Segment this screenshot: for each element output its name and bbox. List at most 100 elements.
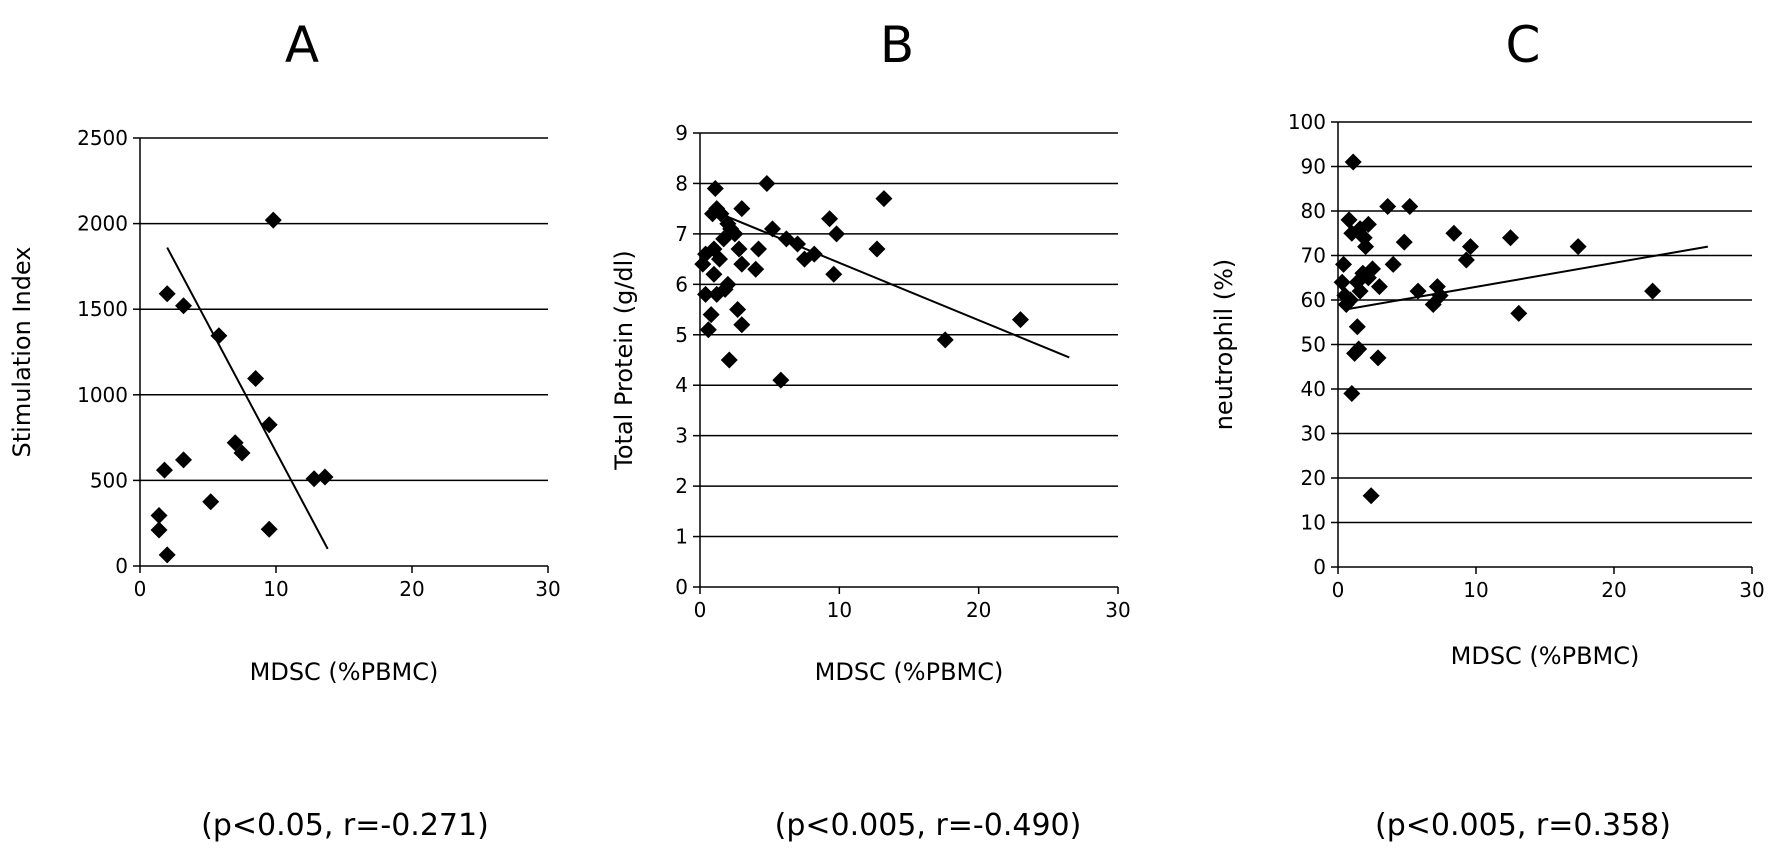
chart-panel-a: A 0 500 1000 1500 2000 2500 0 10 20 30 MDSC (%PBMC)… <box>8 16 561 843</box>
data-point <box>305 470 323 488</box>
x-tick-label: 30 <box>1105 598 1130 622</box>
data-point <box>158 285 176 303</box>
data-point <box>1401 198 1419 216</box>
stat-annotation: (p<0.005, r=-0.490) <box>775 808 1082 843</box>
data-point <box>706 179 724 197</box>
data-point <box>150 506 168 524</box>
x-tick-label: 10 <box>1463 578 1488 602</box>
data-point <box>150 521 168 539</box>
data-point <box>1370 278 1388 296</box>
data-point <box>705 265 723 283</box>
data-point <box>247 370 265 388</box>
y-tick-label: 10 <box>1301 511 1326 535</box>
data-point <box>1011 311 1029 329</box>
data-point <box>699 321 717 339</box>
x-tick-label: 30 <box>535 577 560 601</box>
data-point <box>758 174 776 192</box>
data-point <box>694 255 712 273</box>
data-point <box>1457 251 1475 269</box>
data-point <box>1357 238 1375 256</box>
data-point <box>1348 318 1366 336</box>
data-point <box>697 245 715 263</box>
y-axis-label: neutrophil (%) <box>1210 259 1238 431</box>
y-tick-label: 8 <box>675 171 688 195</box>
data-point <box>1369 349 1387 367</box>
data-point <box>1424 295 1442 313</box>
y-tick-label: 2000 <box>77 212 128 236</box>
data-point <box>210 327 228 345</box>
data-point <box>772 371 790 389</box>
y-tick-label: 30 <box>1301 422 1326 446</box>
data-point <box>789 235 807 253</box>
data-point <box>1569 238 1587 256</box>
data-point <box>1340 211 1358 229</box>
data-point <box>1343 384 1361 402</box>
data-point <box>1445 224 1463 242</box>
x-tick-label: 20 <box>1601 578 1626 602</box>
chart-panel-b: B 0 1 2 3 4 5 6 7 8 9 0 10 20 30 MDSC (%PBMC) Total Prot… <box>610 16 1131 843</box>
trend-line <box>166 247 329 550</box>
data-point <box>1384 255 1402 273</box>
data-point <box>175 297 193 315</box>
y-axis-label: Total Protein (g/dl) <box>610 250 638 470</box>
data-point <box>1461 238 1479 256</box>
data-point <box>1335 255 1353 273</box>
panel-letter: A <box>285 16 319 74</box>
x-axis-label: MDSC (%PBMC) <box>1451 642 1640 670</box>
y-tick-label: 500 <box>90 468 128 492</box>
data-point <box>155 461 173 479</box>
data-point <box>158 546 176 564</box>
x-tick-label: 20 <box>966 598 991 622</box>
data-point <box>1362 487 1380 505</box>
y-tick-label: 5 <box>675 323 688 347</box>
data-point <box>750 240 768 258</box>
x-tick-label: 10 <box>827 598 852 622</box>
data-point <box>702 306 720 324</box>
data-point <box>936 331 954 349</box>
data-point <box>715 230 733 248</box>
y-tick-label: 7 <box>675 222 688 246</box>
data-point <box>226 434 244 452</box>
data-point <box>828 225 846 243</box>
data-point <box>202 493 220 511</box>
chart-panel-c: C 0 10 20 30 40 50 60 70 80 90 100 0 10 20 30 MDSC (%PBM… <box>1210 16 1765 843</box>
y-tick-label: 9 <box>675 121 688 145</box>
y-tick-label: 100 <box>1288 110 1326 134</box>
data-point <box>316 468 334 486</box>
y-tick-label: 0 <box>1313 555 1326 579</box>
data-point <box>733 255 751 273</box>
y-tick-label: 2500 <box>77 126 128 150</box>
y-tick-label: 60 <box>1301 288 1326 312</box>
data-point <box>875 190 893 208</box>
data-point <box>733 316 751 334</box>
y-tick-label: 20 <box>1301 466 1326 490</box>
y-tick-label: 1500 <box>77 297 128 321</box>
y-tick-label: 0 <box>675 575 688 599</box>
stat-annotation: (p<0.05, r=-0.271) <box>201 808 489 843</box>
data-point <box>260 416 278 434</box>
data-point <box>1395 233 1413 251</box>
x-tick-label: 0 <box>134 577 147 601</box>
x-tick-label: 0 <box>1332 578 1345 602</box>
data-point <box>733 200 751 218</box>
data-point <box>1344 153 1362 171</box>
panel-letter: C <box>1506 16 1541 74</box>
data-point <box>821 210 839 228</box>
data-point <box>1346 344 1364 362</box>
data-point <box>868 240 886 258</box>
y-axis-label: Stimulation Index <box>8 247 36 458</box>
y-tick-label: 0 <box>115 554 128 578</box>
panel-letter: B <box>880 16 914 74</box>
data-point <box>1337 295 1355 313</box>
data-point <box>747 260 765 278</box>
x-axis-label: MDSC (%PBMC) <box>815 658 1004 686</box>
y-tick-label: 3 <box>675 424 688 448</box>
data-point <box>796 250 813 268</box>
data-point <box>264 211 282 229</box>
data-point <box>260 520 278 538</box>
y-tick-label: 6 <box>675 272 688 296</box>
y-tick-label: 2 <box>675 474 688 498</box>
data-point <box>711 250 729 268</box>
data-point <box>720 351 738 369</box>
